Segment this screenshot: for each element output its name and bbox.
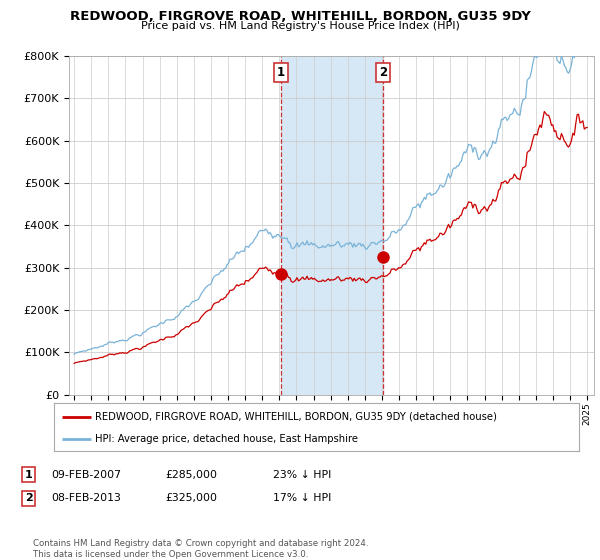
Text: HPI: Average price, detached house, East Hampshire: HPI: Average price, detached house, East…	[95, 434, 358, 444]
Text: 2: 2	[379, 66, 388, 79]
Text: £285,000: £285,000	[165, 470, 217, 480]
Text: REDWOOD, FIRGROVE ROAD, WHITEHILL, BORDON, GU35 9DY (detached house): REDWOOD, FIRGROVE ROAD, WHITEHILL, BORDO…	[95, 412, 497, 422]
Text: 08-FEB-2013: 08-FEB-2013	[51, 493, 121, 503]
Bar	[281, 56, 383, 395]
Text: Price paid vs. HM Land Registry's House Price Index (HPI): Price paid vs. HM Land Registry's House …	[140, 21, 460, 31]
Text: 23% ↓ HPI: 23% ↓ HPI	[273, 470, 331, 480]
Text: 09-FEB-2007: 09-FEB-2007	[51, 470, 121, 480]
Text: 17% ↓ HPI: 17% ↓ HPI	[273, 493, 331, 503]
Text: 1: 1	[277, 66, 285, 79]
Text: REDWOOD, FIRGROVE ROAD, WHITEHILL, BORDON, GU35 9DY: REDWOOD, FIRGROVE ROAD, WHITEHILL, BORDO…	[70, 10, 530, 23]
Text: £325,000: £325,000	[165, 493, 217, 503]
Text: 1: 1	[25, 470, 32, 480]
Text: 2: 2	[25, 493, 32, 503]
Text: Contains HM Land Registry data © Crown copyright and database right 2024.
This d: Contains HM Land Registry data © Crown c…	[33, 539, 368, 559]
